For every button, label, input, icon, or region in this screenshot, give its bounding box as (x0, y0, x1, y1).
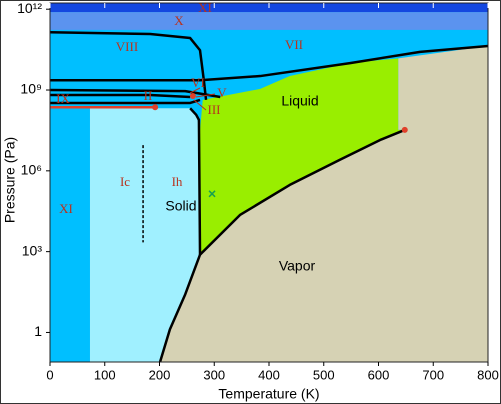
region-label: V (217, 85, 227, 100)
region-label: VII (285, 37, 303, 52)
region-label: X (174, 13, 184, 28)
region-label: Ic (120, 174, 130, 189)
point-marker (189, 92, 196, 99)
region-label: II (144, 88, 153, 103)
annotations: XI X VIII VII IX II VI V III Liquid Ic I… (56, 0, 319, 274)
x-axis-title: Temperature (K) (218, 386, 319, 402)
region-label: III (208, 102, 221, 117)
phase-label: Vapor (279, 258, 316, 274)
phase-label: Solid (165, 198, 196, 214)
y-axis-title: Pressure (Pa) (2, 137, 18, 223)
point-marker (152, 104, 159, 111)
x-tick-label: 800 (477, 367, 499, 382)
y-tick-label: 10⁹ (20, 81, 42, 97)
x-tick-label: 300 (203, 367, 225, 382)
phase-region (89, 108, 201, 362)
leader (195, 93, 216, 98)
y-tick-label: 10⁶ (21, 162, 42, 178)
x-tick-label: 700 (422, 367, 444, 382)
phase-region (160, 46, 488, 362)
phase-boundary (50, 93, 191, 99)
y-tick-label: 10³ (22, 242, 43, 258)
x-tick-label: 200 (149, 367, 171, 382)
x-tick-label: 100 (94, 367, 116, 382)
region-label: XI (59, 201, 73, 216)
x-tick-label: 400 (258, 367, 280, 382)
y-tick-label: 10¹² (17, 0, 42, 16)
point-marker (401, 126, 408, 133)
leader (189, 87, 201, 94)
region-label: IX (56, 91, 70, 106)
leader (193, 99, 207, 111)
point-marker (208, 190, 216, 198)
y-tick-label: 1 (34, 323, 42, 339)
plot-content (50, 3, 488, 362)
x-tick-label: 0 (46, 367, 53, 382)
x-tick-label: 600 (368, 367, 390, 382)
region-label: VIII (116, 39, 138, 54)
plot-area: 0 100 200 300 400 500 600 700 800 1 10³ 10⁶ 10⁹ 10¹² (17, 0, 499, 382)
region-label: XI (198, 0, 212, 15)
region-label: Ih (172, 174, 183, 189)
phase-region (200, 58, 405, 255)
region-label: VI (191, 75, 205, 90)
phase-boundary (50, 44, 488, 82)
phase-boundary (50, 30, 208, 101)
x-tick-label: 500 (313, 367, 335, 382)
phase-boundary (189, 107, 202, 255)
phase-label: Liquid (281, 93, 318, 109)
phase-boundary (158, 128, 406, 362)
phase-region (50, 12, 488, 30)
